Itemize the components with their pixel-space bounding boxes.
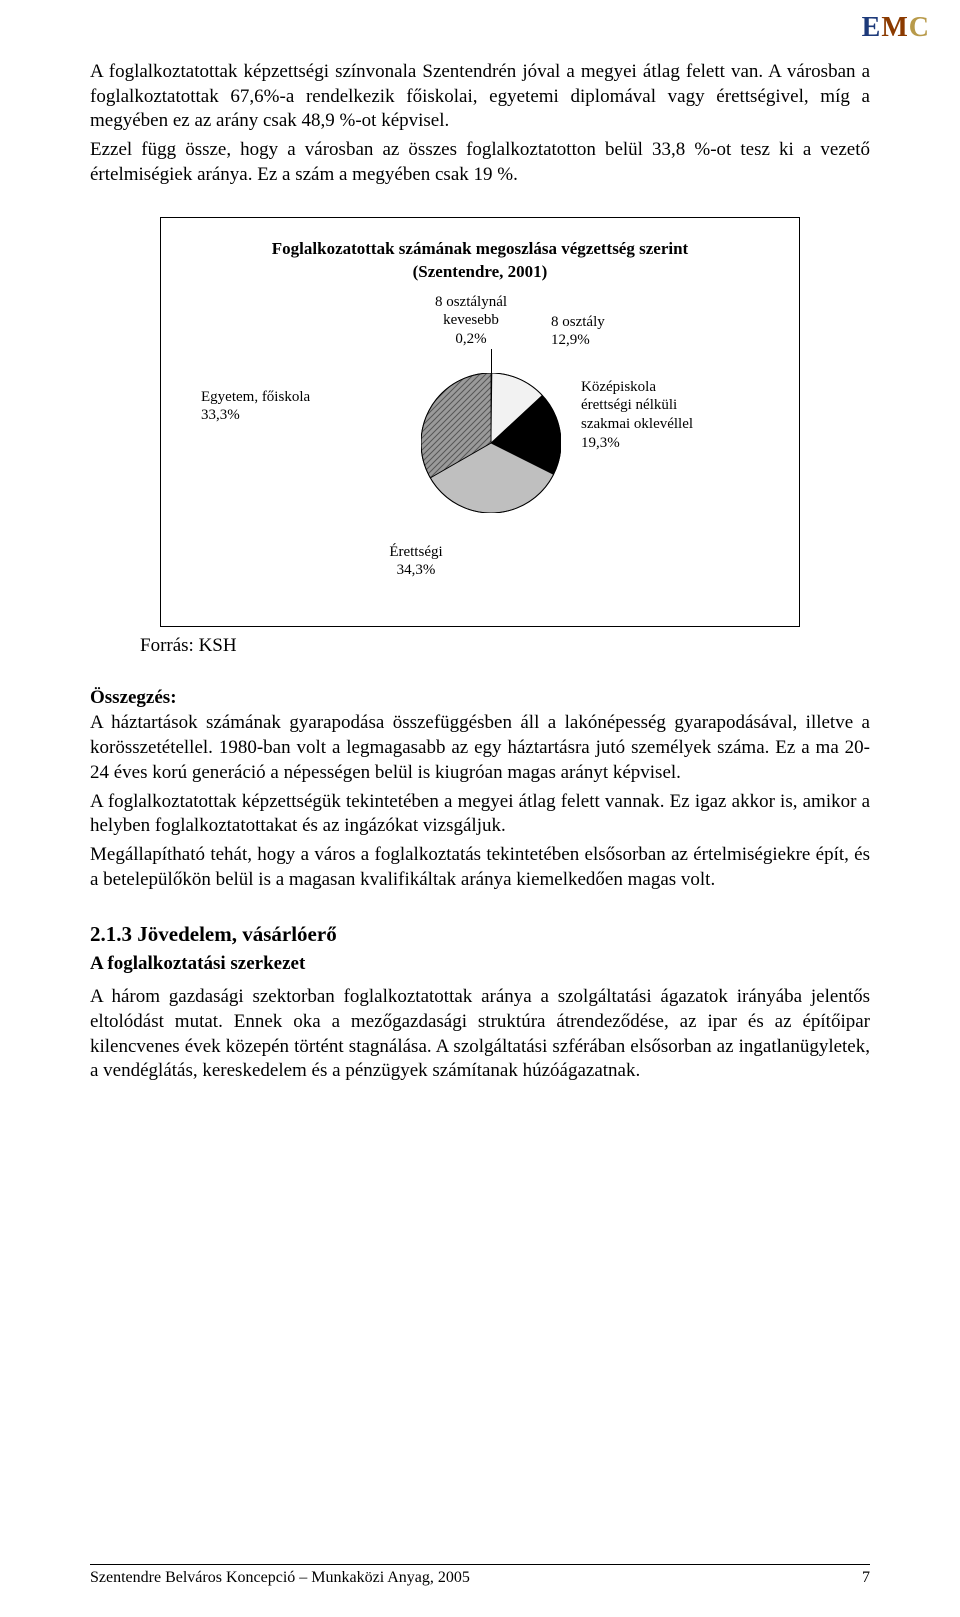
chart-source: Forrás: KSH xyxy=(140,635,870,657)
section-heading-213: 2.1.3 Jövedelem, vásárlóerő xyxy=(90,922,870,947)
paragraph-4: A foglalkoztatottak képzettségük tekinte… xyxy=(90,790,870,839)
chart-label-kozepiskola: Középiskola érettségi nélküli szakmai ok… xyxy=(581,378,751,453)
page-footer: Szentendre Belváros Koncepció – Munkaköz… xyxy=(90,1564,870,1587)
page-content: A foglalkoztatottak képzettségi színvona… xyxy=(0,0,960,1148)
pie-svg xyxy=(421,373,561,513)
pie-chart-container: Foglalkozatottak számának megoszlása vég… xyxy=(160,217,800,627)
paragraph-2: Ezzel függ össze, hogy a városban az öss… xyxy=(90,138,870,187)
logo-letter-m: M xyxy=(881,12,908,43)
paragraph-6: A három gazdasági szektorban foglalkozta… xyxy=(90,985,870,1084)
logo: EMC xyxy=(862,12,930,44)
chart-title: Foglalkozatottak számának megoszlása vég… xyxy=(181,238,779,282)
paragraph-1: A foglalkoztatottak képzettségi színvona… xyxy=(90,60,870,134)
chart-label-egyetem: Egyetem, főiskola 33,3% xyxy=(201,388,351,426)
logo-letter-c: C xyxy=(909,12,930,43)
logo-letter-e: E xyxy=(862,12,882,43)
footer-left: Szentendre Belváros Koncepció – Munkaköz… xyxy=(90,1569,470,1587)
chart-title-text: Foglalkozatottak számának megoszlása vég… xyxy=(272,239,688,280)
paragraph-5: Megállapítható tehát, hogy a város a fog… xyxy=(90,843,870,892)
paragraph-3: A háztartások számának gyarapodása össze… xyxy=(90,711,870,785)
chart-label-erettsegi: Érettségi 34,3% xyxy=(371,543,461,581)
subsection-heading: A foglalkoztatási szerkezet xyxy=(90,953,870,975)
chart-area: 8 osztálynál kevesebb 0,2% 8 osztály 12,… xyxy=(181,293,779,593)
leader-line xyxy=(491,349,492,373)
chart-label-8osztaly: 8 osztály 12,9% xyxy=(551,313,641,351)
pie-chart xyxy=(421,373,561,518)
chart-label-8osztalynal: 8 osztálynál kevesebb 0,2% xyxy=(421,293,521,349)
footer-page-number: 7 xyxy=(862,1569,870,1587)
summary-label: Összegzés: xyxy=(90,687,870,709)
